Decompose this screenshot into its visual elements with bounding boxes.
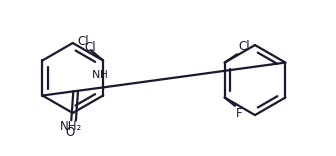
Text: Cl: Cl [77, 35, 89, 48]
Text: H: H [100, 70, 108, 80]
Text: Cl: Cl [238, 40, 250, 53]
Text: Cl: Cl [84, 41, 96, 54]
Text: F: F [236, 107, 243, 120]
Text: N: N [92, 70, 100, 80]
Text: NH₂: NH₂ [59, 120, 82, 133]
Text: O: O [66, 126, 75, 139]
